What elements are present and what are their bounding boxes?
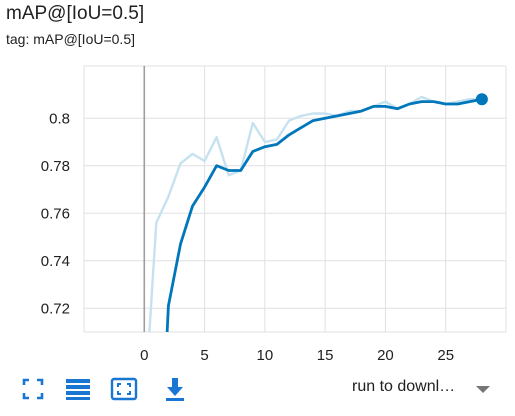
x-tick-label: 5 xyxy=(200,347,208,364)
chevron-down-icon xyxy=(476,386,490,393)
x-tick-label: 15 xyxy=(317,347,334,364)
x-tick-label: 10 xyxy=(257,347,274,364)
chart-title: mAP@[IoU=0.5] xyxy=(6,3,145,24)
line-chart[interactable]: 0.72 0.74 0.76 0.78 0.8 0 5 10 15 20 25 xyxy=(0,0,515,370)
run-download-select[interactable]: run to downl… xyxy=(350,373,500,403)
y-tick-label: 0.74 xyxy=(41,253,70,270)
chart-toolbar: run to downl… xyxy=(0,370,515,410)
series-endpoint-marker xyxy=(475,93,488,106)
y-tick-label: 0.8 xyxy=(49,110,70,127)
download-button[interactable] xyxy=(160,374,190,404)
fullscreen-icon xyxy=(22,378,44,400)
y-tick-label: 0.76 xyxy=(41,205,70,222)
run-select-value: run to downl… xyxy=(352,378,456,395)
chart-tag-subtitle: tag: mAP@[IoU=0.5] xyxy=(6,31,135,47)
y-tick-label: 0.72 xyxy=(41,300,70,317)
fullscreen-button[interactable] xyxy=(18,374,48,404)
download-icon xyxy=(166,378,184,401)
toggle-lines-icon xyxy=(66,379,90,400)
toggle-lines-button[interactable] xyxy=(63,374,93,404)
fit-domain-icon xyxy=(110,377,138,401)
series-line-raw xyxy=(148,95,484,332)
x-tick-label: 25 xyxy=(437,347,454,364)
fit-domain-button[interactable] xyxy=(109,374,139,404)
x-tick-label: 20 xyxy=(377,347,394,364)
series-line-smoothed xyxy=(165,97,484,332)
x-tick-label: 0 xyxy=(140,347,148,364)
y-tick-label: 0.78 xyxy=(41,158,70,175)
